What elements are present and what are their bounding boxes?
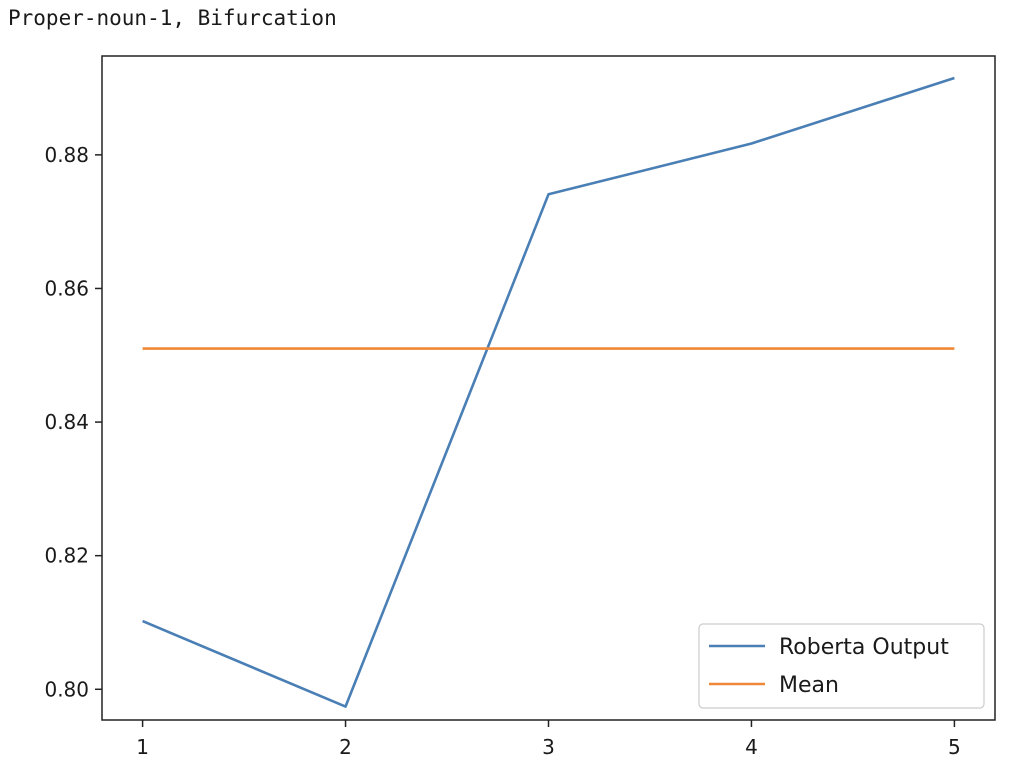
legend-label: Roberta Output [779, 635, 949, 660]
y-tick-label: 0.84 [44, 410, 89, 434]
plot-lines [142, 76, 955, 708]
x-tick-label: 2 [339, 735, 352, 759]
y-tick-label: 0.88 [44, 143, 89, 167]
y-tick-label: 0.80 [44, 677, 89, 701]
legend-label: Mean [779, 673, 839, 698]
y-tick-label: 0.86 [44, 276, 89, 300]
x-axis: 1 2 3 4 5 [136, 720, 961, 759]
chart-header-text: Proper-noun-1, Bifurcation [8, 6, 337, 30]
legend: Roberta Output Mean [698, 623, 985, 709]
legend-box [698, 623, 985, 709]
plot-frame [101, 55, 996, 721]
series-line-roberta-output [142, 76, 955, 708]
x-tick-label: 4 [745, 735, 758, 759]
y-tick-label: 0.82 [44, 544, 89, 568]
x-tick-label: 3 [542, 735, 555, 759]
x-tick-label: 1 [136, 735, 149, 759]
y-axis: 0.80 0.82 0.84 0.86 0.88 [44, 143, 102, 701]
x-tick-label: 5 [948, 735, 961, 759]
